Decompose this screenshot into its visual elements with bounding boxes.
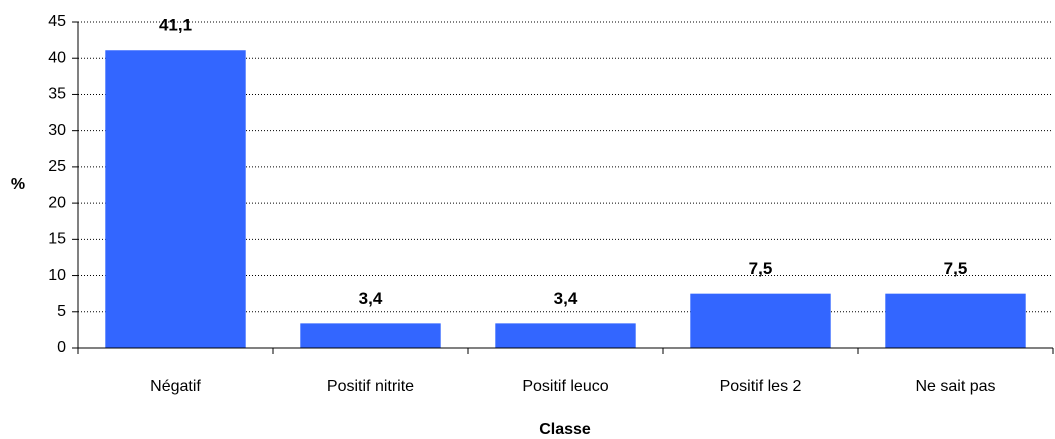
y-tick-label: 25: [48, 158, 66, 175]
x-axis-label: Classe: [539, 421, 591, 438]
bar: [690, 293, 831, 348]
value-label: 3,4: [554, 289, 578, 308]
y-tick-label: 30: [48, 122, 66, 139]
bar: [300, 323, 441, 348]
x-tick-label: Positif nitrite: [327, 378, 414, 395]
bar: [885, 293, 1026, 348]
value-label: 7,5: [944, 259, 968, 278]
x-tick-label: Négatif: [150, 378, 201, 395]
bar: [495, 323, 636, 348]
y-axis-label: %: [11, 176, 25, 193]
x-tick-label: Positif les 2: [720, 378, 802, 395]
x-tick-label: Positif leuco: [522, 378, 608, 395]
y-tick-label: 10: [48, 267, 66, 284]
y-tick-label: 0: [57, 339, 66, 356]
bar: [105, 50, 246, 349]
value-label: 7,5: [749, 259, 773, 278]
y-tick-label: 15: [48, 231, 66, 248]
y-tick-label: 20: [48, 194, 66, 211]
value-label: 3,4: [359, 289, 383, 308]
y-tick-label: 5: [57, 303, 66, 320]
value-label: 41,1: [159, 16, 192, 35]
y-tick-label: 40: [48, 49, 66, 66]
y-tick-label: 45: [48, 13, 66, 30]
x-tick-label: Ne sait pas: [915, 378, 995, 395]
y-tick-label: 35: [48, 86, 66, 103]
